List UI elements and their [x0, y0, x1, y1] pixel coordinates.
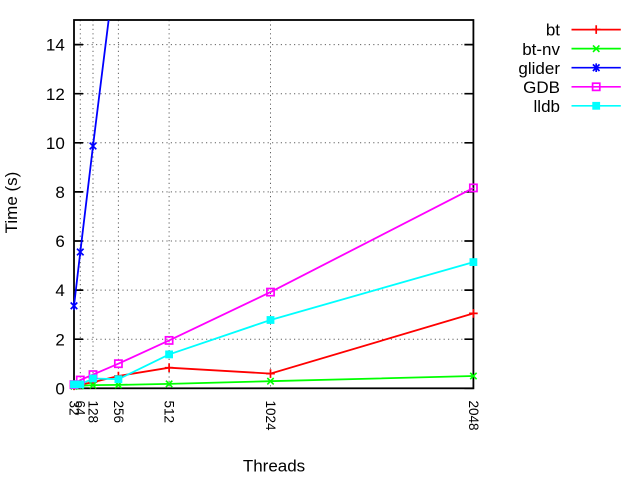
- svg-text:0: 0: [55, 379, 64, 398]
- svg-text:256: 256: [111, 401, 126, 424]
- svg-text:GDB: GDB: [523, 78, 560, 97]
- svg-text:4: 4: [55, 281, 64, 300]
- svg-text:14: 14: [46, 36, 65, 55]
- svg-text:1024: 1024: [263, 401, 278, 432]
- svg-text:glider: glider: [518, 59, 560, 78]
- svg-text:32: 32: [66, 401, 81, 416]
- svg-text:2: 2: [55, 330, 64, 349]
- svg-text:bt: bt: [546, 21, 560, 40]
- svg-text:2048: 2048: [466, 401, 481, 431]
- svg-text:128: 128: [85, 401, 100, 424]
- svg-text:10: 10: [46, 134, 65, 153]
- svg-text:6: 6: [55, 232, 64, 251]
- svg-text:8: 8: [55, 183, 64, 202]
- svg-text:64: 64: [73, 401, 88, 417]
- svg-text:bt-nv: bt-nv: [522, 40, 560, 59]
- svg-text:lldb: lldb: [534, 97, 560, 116]
- svg-text:Threads: Threads: [243, 457, 305, 476]
- svg-text:512: 512: [162, 401, 177, 424]
- svg-text:Time (s): Time (s): [2, 172, 21, 234]
- svg-text:12: 12: [46, 85, 65, 104]
